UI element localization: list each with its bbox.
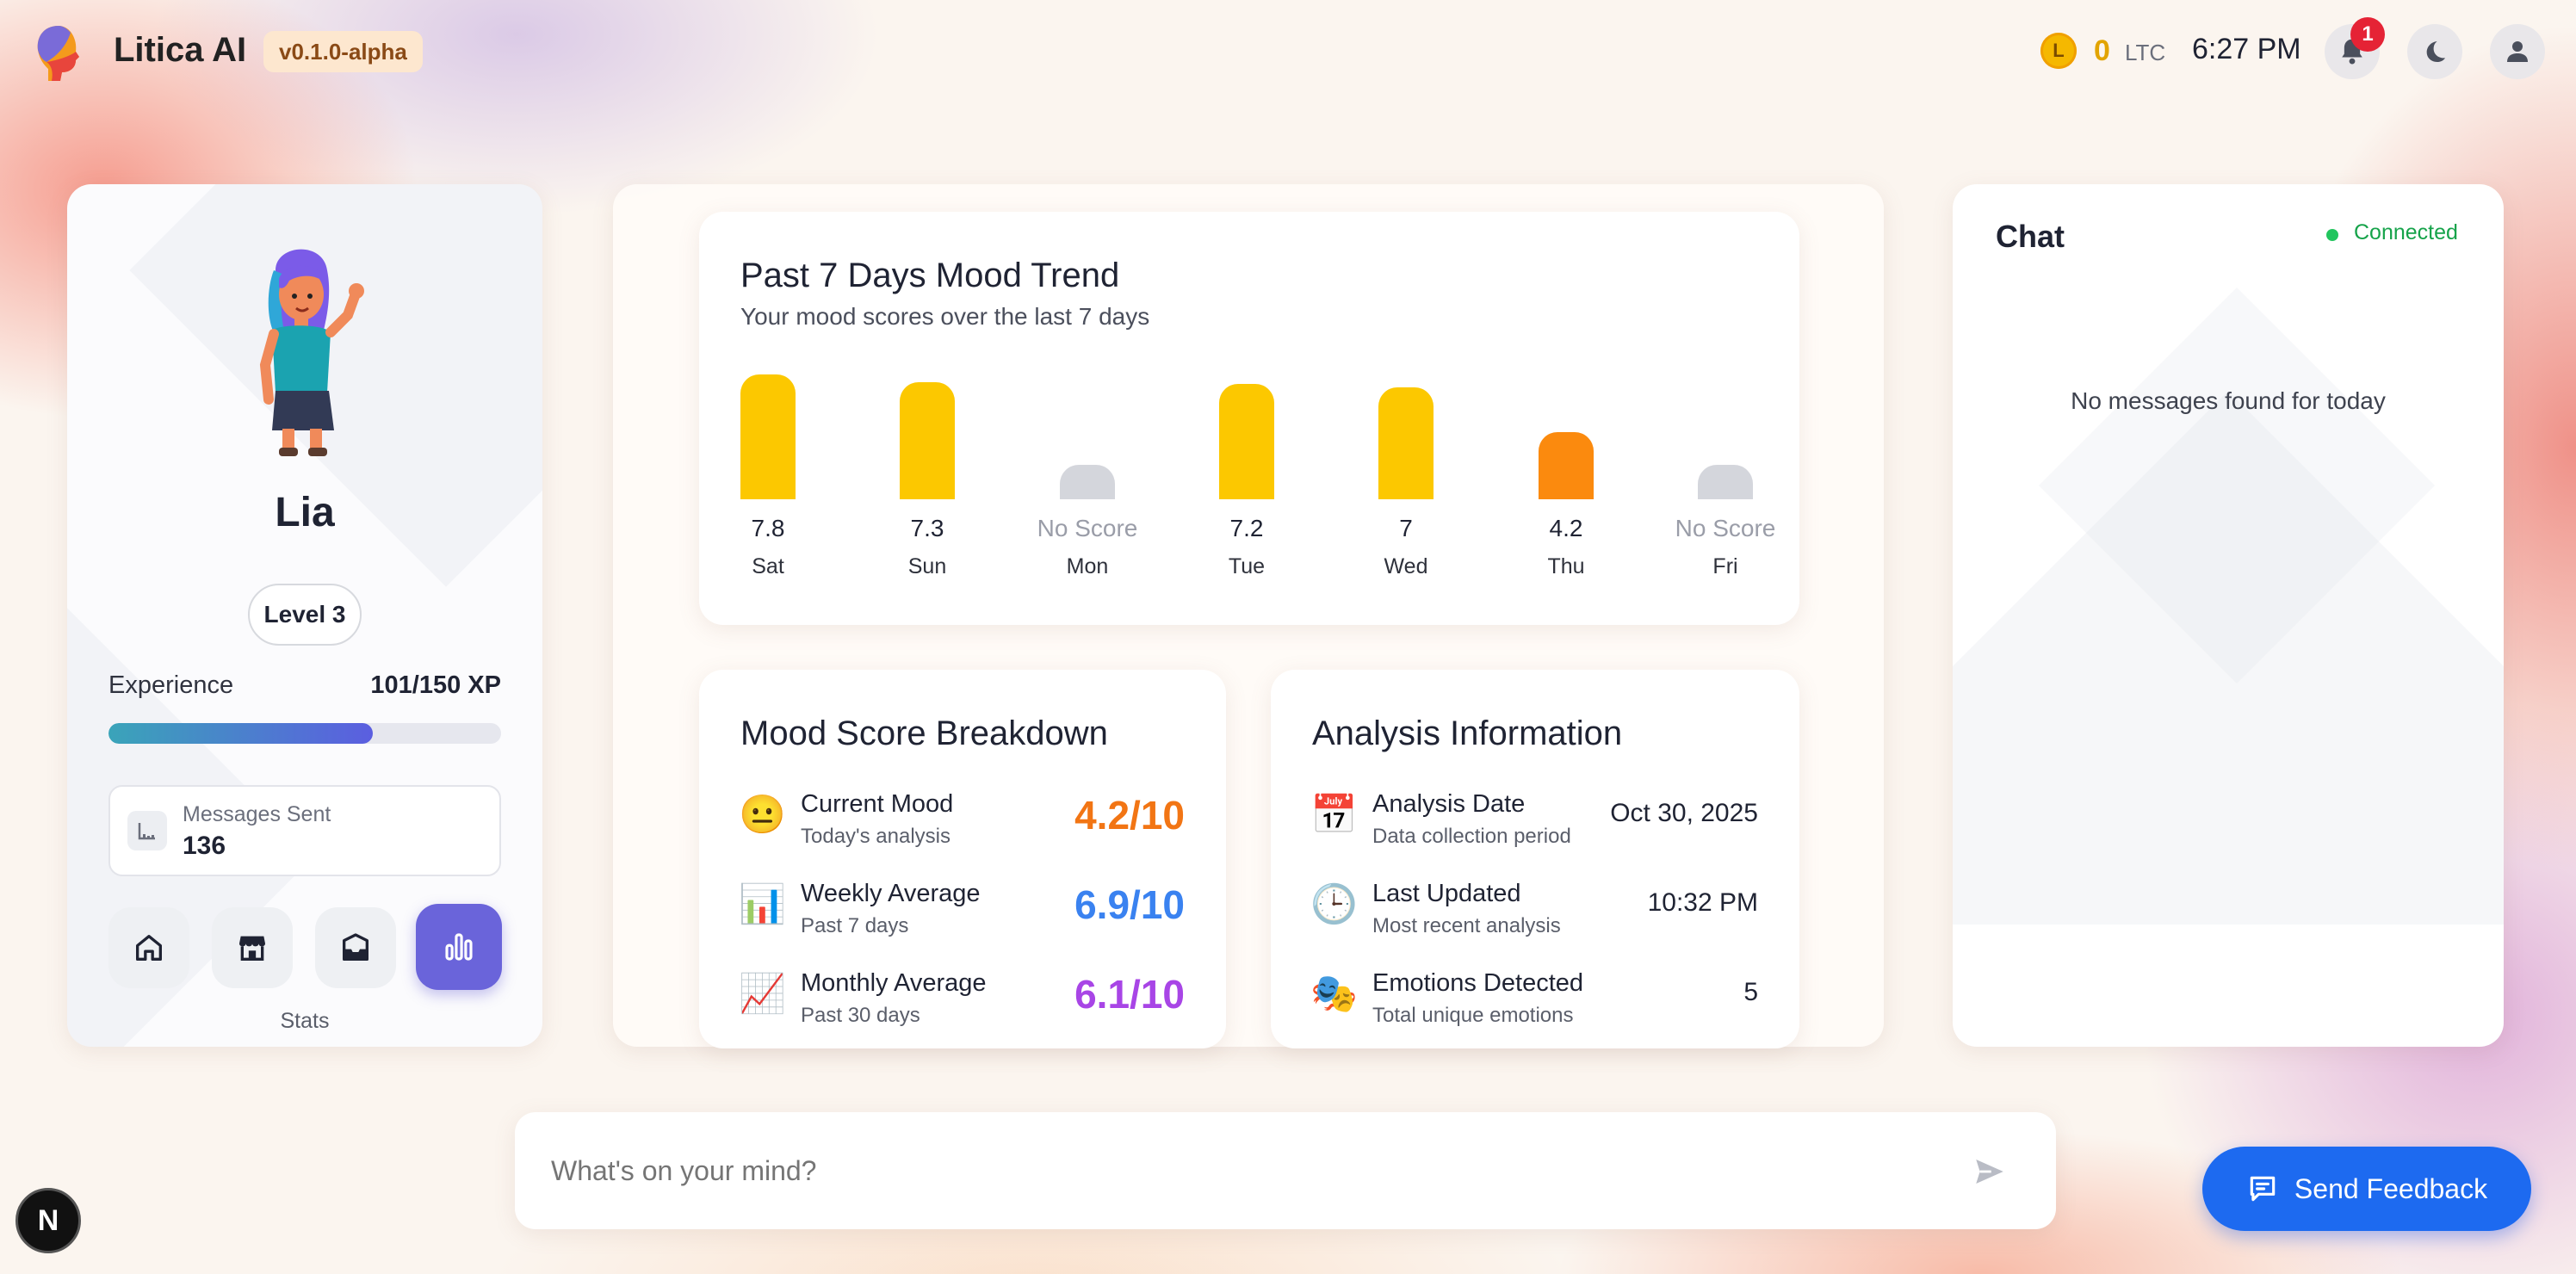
coin-unit: LTC bbox=[2125, 40, 2166, 65]
messages-sent-stat: Messages Sent 136 bbox=[108, 785, 501, 876]
experience-label: Experience bbox=[108, 671, 234, 699]
row-subtitle: Most recent analysis bbox=[1372, 914, 1561, 937]
chat-title: Chat bbox=[1996, 219, 2065, 254]
row-emoji-icon: 📅 bbox=[1310, 794, 1358, 836]
stats-icon bbox=[445, 933, 473, 961]
mood-bar-value: 7.2 bbox=[1229, 515, 1264, 541]
chat-panel: Chat Connected No messages found for tod… bbox=[1953, 184, 2504, 1047]
background-pattern bbox=[1953, 288, 2504, 925]
mood-bar-day: Sun bbox=[907, 554, 947, 578]
message-input[interactable] bbox=[551, 1155, 1929, 1187]
analysis-info-card: Analysis Information 📅 Analysis Date Data … bbox=[1271, 670, 1799, 1048]
home-icon bbox=[136, 935, 162, 961]
chat-empty-message: No messages found for today bbox=[2071, 387, 2386, 414]
coin-icon: L bbox=[2040, 33, 2077, 69]
version-badge: v0.1.0-alpha bbox=[263, 31, 423, 72]
level-badge: Level 3 bbox=[248, 584, 362, 646]
nav-store-button[interactable] bbox=[212, 907, 293, 988]
mood-bar-value: 7.8 bbox=[751, 515, 785, 541]
mood-bar-value: No Score bbox=[1675, 515, 1776, 541]
row-title: Monthly Average bbox=[801, 969, 987, 997]
mood-bar-fri bbox=[1698, 465, 1753, 499]
mood-bar-sat bbox=[740, 374, 796, 499]
row-score: 4.2/10 bbox=[1074, 793, 1185, 838]
row-subtitle: Data collection period bbox=[1372, 825, 1571, 848]
row-subtitle: Past 7 days bbox=[801, 914, 909, 937]
active-nav-label: Stats bbox=[280, 1009, 330, 1033]
mood-bar-day: Mon bbox=[1066, 554, 1109, 578]
row-subtitle: Past 30 days bbox=[801, 1004, 920, 1027]
moon-icon bbox=[2426, 41, 2445, 62]
experience-progress-bar bbox=[108, 723, 501, 744]
mood-bar-day: Wed bbox=[1384, 554, 1428, 578]
inbox-icon bbox=[343, 933, 368, 961]
litica-logo bbox=[37, 26, 79, 81]
avatar bbox=[259, 249, 364, 456]
mood-bar-thu bbox=[1539, 432, 1594, 499]
connection-status: Connected bbox=[2354, 220, 2458, 244]
experience-progress-fill bbox=[108, 723, 373, 744]
mood-bar-value: 7 bbox=[1399, 515, 1413, 541]
chart-icon bbox=[127, 811, 167, 850]
connection-status-dot bbox=[2326, 229, 2338, 241]
send-feedback-label: Send Feedback bbox=[2294, 1172, 2488, 1204]
mood-bar-value: No Score bbox=[1037, 515, 1138, 541]
row-emoji-icon: 😐 bbox=[739, 794, 786, 836]
row-title: Last Updated bbox=[1372, 880, 1521, 907]
coin-balance: 0 bbox=[2094, 34, 2110, 67]
row-title: Weekly Average bbox=[801, 880, 981, 907]
row-value: 5 bbox=[1743, 978, 1758, 1006]
mood-bar-day: Sat bbox=[752, 554, 784, 578]
mood-bar-day: Fri bbox=[1712, 554, 1738, 578]
row-title: Emotions Detected bbox=[1372, 969, 1584, 997]
message-composer bbox=[515, 1112, 2056, 1229]
row-score: 6.1/10 bbox=[1074, 972, 1185, 1017]
character-name: Lia bbox=[275, 490, 335, 535]
row-emoji-icon: 🎭 bbox=[1310, 973, 1358, 1015]
mood-bar-sun bbox=[900, 382, 955, 499]
mood-trend-subtitle: Your mood scores over the last 7 days bbox=[740, 303, 1150, 330]
mood-bar-day: Thu bbox=[1547, 554, 1585, 578]
messages-sent-label: Messages Sent bbox=[183, 802, 331, 826]
row-title: Current Mood bbox=[801, 790, 954, 818]
row-title: Analysis Date bbox=[1372, 790, 1526, 818]
profile-button[interactable] bbox=[2490, 24, 2545, 79]
row-value: 10:32 PM bbox=[1647, 888, 1758, 917]
send-icon[interactable] bbox=[1972, 1153, 2008, 1190]
mood-bar-mon bbox=[1060, 465, 1115, 499]
app-title: Litica AI bbox=[114, 31, 247, 69]
nav-inbox-button[interactable] bbox=[315, 907, 396, 988]
messages-sent-value: 136 bbox=[183, 832, 226, 860]
row-emoji-icon: 📈 bbox=[739, 973, 786, 1015]
row-score: 6.9/10 bbox=[1074, 882, 1185, 927]
feedback-icon bbox=[2250, 1176, 2276, 1202]
theme-toggle-button[interactable] bbox=[2407, 24, 2462, 79]
row-emoji-icon: 🕒 bbox=[1310, 883, 1358, 925]
row-value: Oct 30, 2025 bbox=[1610, 799, 1758, 827]
mood-bar-wed bbox=[1378, 387, 1434, 499]
nav-stats-button[interactable] bbox=[416, 904, 502, 990]
mood-breakdown-card: Mood Score Breakdown 😐 Current Mood Today'… bbox=[699, 670, 1226, 1048]
experience-value: 101/150 XP bbox=[370, 671, 501, 699]
dev-tools-badge[interactable]: N bbox=[15, 1188, 81, 1253]
mood-breakdown-title: Mood Score Breakdown bbox=[740, 714, 1108, 752]
row-subtitle: Total unique emotions bbox=[1372, 1004, 1574, 1027]
mood-trend-title: Past 7 Days Mood Trend bbox=[740, 257, 1120, 294]
mood-trend-card: Past 7 Days Mood Trend Your mood scores … bbox=[699, 212, 1799, 625]
user-icon bbox=[2507, 41, 2528, 62]
analysis-info-title: Analysis Information bbox=[1312, 714, 1623, 752]
mood-bar-value: 7.3 bbox=[910, 515, 944, 541]
notification-count-badge: 1 bbox=[2350, 17, 2385, 52]
row-subtitle: Today's analysis bbox=[801, 825, 951, 848]
row-emoji-icon: 📊 bbox=[739, 883, 786, 925]
mood-bar-tue bbox=[1219, 384, 1274, 499]
mood-bar-value: 4.2 bbox=[1549, 515, 1583, 541]
mood-bar-day: Tue bbox=[1228, 554, 1266, 578]
store-icon bbox=[239, 936, 265, 961]
nav-home-button[interactable] bbox=[108, 907, 189, 988]
current-time: 6:27 PM bbox=[2192, 33, 2301, 65]
send-feedback-button[interactable]: Send Feedback bbox=[2202, 1147, 2531, 1231]
profile-card: Lia Level 3 Experience 101/150 XP Messag… bbox=[67, 184, 542, 1047]
